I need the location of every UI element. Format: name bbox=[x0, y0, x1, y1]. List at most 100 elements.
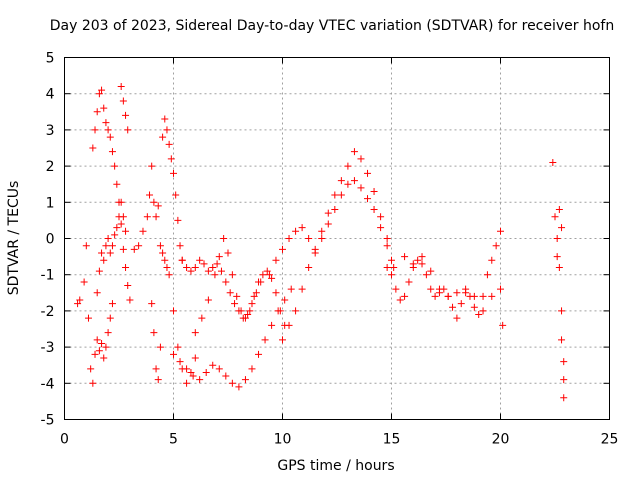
data-point bbox=[163, 263, 171, 271]
y-tick-label: -5 bbox=[41, 413, 55, 429]
data-point bbox=[337, 191, 345, 199]
x-tick-label: 10 bbox=[274, 432, 292, 448]
data-point bbox=[108, 300, 116, 308]
data-point bbox=[396, 296, 404, 304]
data-point bbox=[220, 235, 228, 242]
data-point bbox=[159, 133, 167, 141]
data-point bbox=[187, 368, 195, 376]
series-track-n bbox=[549, 158, 568, 402]
data-point bbox=[276, 307, 284, 315]
series-track-a bbox=[74, 242, 116, 387]
y-tick-label: 1 bbox=[46, 195, 55, 211]
data-point bbox=[178, 256, 186, 264]
data-point bbox=[261, 336, 269, 344]
data-point bbox=[311, 249, 319, 257]
data-point bbox=[191, 329, 199, 337]
data-point bbox=[156, 242, 164, 250]
data-point bbox=[344, 162, 352, 170]
data-point bbox=[392, 285, 400, 293]
data-point bbox=[364, 169, 372, 177]
data-point bbox=[350, 148, 358, 156]
data-point bbox=[87, 365, 95, 373]
data-point bbox=[350, 177, 358, 185]
data-point bbox=[167, 155, 175, 163]
data-point bbox=[117, 220, 125, 228]
data-point bbox=[298, 224, 306, 232]
data-point bbox=[250, 292, 258, 300]
data-point bbox=[183, 365, 191, 373]
y-tick-label: 3 bbox=[46, 123, 55, 139]
data-point bbox=[549, 158, 557, 166]
data-point bbox=[457, 300, 465, 308]
data-point bbox=[159, 249, 167, 257]
data-point bbox=[95, 90, 103, 98]
data-point bbox=[204, 267, 212, 275]
data-point bbox=[176, 358, 184, 366]
data-point bbox=[122, 227, 130, 235]
x-tick-label: 5 bbox=[169, 432, 178, 448]
data-point bbox=[122, 111, 130, 119]
data-point bbox=[108, 148, 116, 156]
data-point bbox=[560, 394, 568, 402]
series-track-f bbox=[148, 115, 186, 384]
series-track-i bbox=[191, 235, 289, 337]
x-tick-label: 15 bbox=[383, 432, 401, 448]
data-point bbox=[405, 278, 413, 286]
data-point bbox=[74, 300, 82, 308]
data-point bbox=[479, 307, 487, 315]
data-point bbox=[553, 235, 561, 242]
data-point bbox=[183, 379, 191, 387]
axis-ticks: 0 5 10 15 20 25 -5 -4 -3 -2 -1 0 1 2 3 4 5 bbox=[41, 51, 619, 448]
data-point bbox=[318, 227, 326, 235]
y-tick-label: -3 bbox=[41, 340, 55, 356]
data-point bbox=[161, 256, 169, 264]
data-point bbox=[255, 350, 263, 358]
series-track-g bbox=[178, 256, 265, 322]
data-point bbox=[106, 314, 114, 322]
data-point bbox=[555, 206, 563, 214]
data-point bbox=[285, 235, 293, 242]
data-point bbox=[93, 336, 101, 344]
data-point bbox=[135, 242, 143, 250]
data-point bbox=[209, 361, 217, 369]
data-point bbox=[154, 202, 162, 210]
data-point bbox=[204, 296, 212, 304]
data-point bbox=[390, 263, 398, 271]
data-point bbox=[111, 231, 119, 239]
data-point bbox=[228, 271, 236, 279]
series-track-e bbox=[130, 162, 199, 387]
data-point bbox=[146, 191, 154, 199]
data-point bbox=[235, 383, 243, 391]
data-point bbox=[174, 343, 182, 351]
data-point bbox=[292, 227, 300, 235]
data-point bbox=[492, 242, 500, 250]
data-point bbox=[292, 307, 300, 315]
data-point bbox=[100, 354, 108, 362]
data-point bbox=[224, 249, 232, 257]
data-point bbox=[226, 289, 234, 297]
data-point bbox=[113, 224, 121, 232]
data-point bbox=[357, 184, 365, 192]
data-point bbox=[95, 267, 103, 275]
data-point bbox=[215, 253, 223, 261]
data-point bbox=[98, 249, 106, 257]
data-points bbox=[74, 82, 568, 402]
data-point bbox=[388, 271, 395, 279]
data-point bbox=[202, 368, 210, 376]
data-point bbox=[331, 191, 339, 199]
data-point bbox=[150, 198, 158, 206]
data-point bbox=[231, 300, 239, 308]
series-track-m bbox=[401, 253, 504, 315]
series-track-b bbox=[89, 86, 134, 304]
data-point bbox=[560, 376, 568, 384]
data-point bbox=[409, 260, 417, 268]
series-track-c bbox=[93, 198, 130, 297]
data-point bbox=[383, 242, 391, 250]
data-point bbox=[475, 311, 483, 319]
data-point bbox=[104, 126, 112, 134]
data-point bbox=[82, 242, 90, 250]
data-point bbox=[143, 213, 151, 221]
data-point bbox=[462, 285, 470, 293]
data-point bbox=[211, 271, 219, 279]
